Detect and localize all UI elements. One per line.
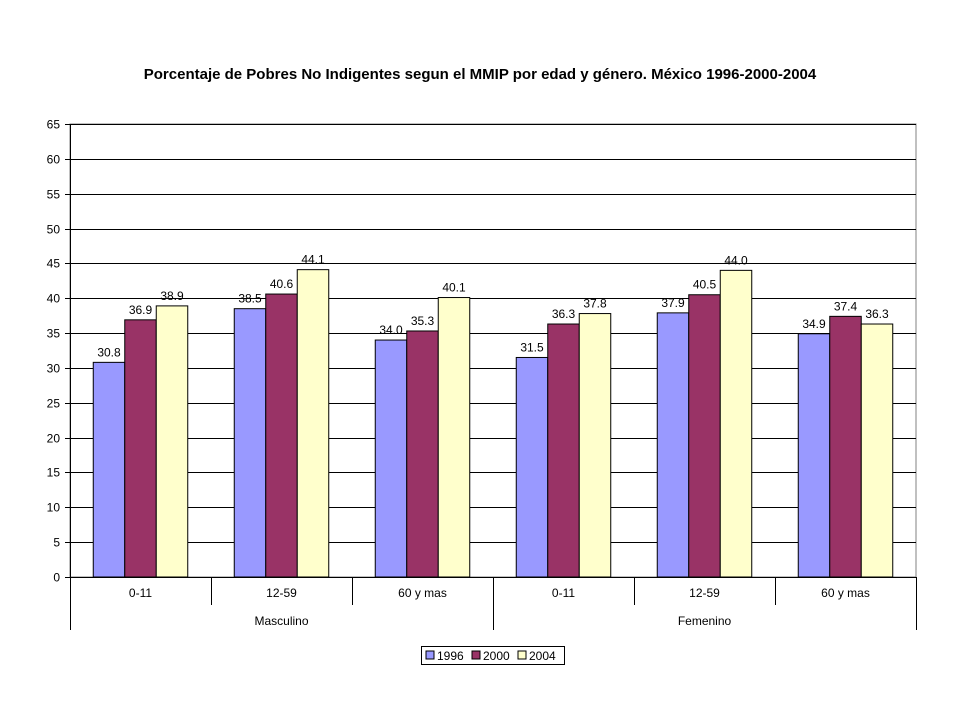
category-label: 0-11: [552, 586, 575, 600]
bar: [374, 339, 408, 578]
bar: [265, 293, 298, 578]
data-label: 44.0: [724, 253, 748, 267]
y-tick-label: 55: [47, 188, 61, 202]
y-tick-label: 65: [47, 118, 61, 132]
data-label: 35.3: [411, 314, 435, 328]
legend-swatch: [471, 650, 481, 660]
category-label: 60 y mas: [821, 586, 870, 600]
data-label: 38.9: [160, 289, 184, 303]
data-label: 37.8: [583, 297, 607, 311]
legend-box: [421, 646, 565, 665]
data-label: 36.3: [552, 307, 576, 321]
bar: [124, 319, 157, 578]
bar: [719, 269, 753, 578]
data-label: 31.5: [520, 340, 544, 354]
data-label: 40.5: [693, 278, 717, 292]
bar: [578, 313, 612, 578]
data-label: 37.4: [834, 299, 858, 313]
y-tick-label: 25: [47, 397, 61, 411]
bar: [829, 315, 862, 578]
y-tick-label: 20: [47, 432, 61, 446]
data-label: 37.9: [661, 296, 685, 310]
legend-label: 1996: [437, 649, 464, 663]
bar: [688, 294, 721, 578]
legend-label: 2004: [529, 649, 556, 663]
y-tick-label: 15: [47, 466, 61, 480]
category-label: 12-59: [266, 586, 297, 600]
data-label: 34.9: [802, 317, 826, 331]
y-tick-label: 0: [53, 571, 60, 585]
y-tick-label: 40: [47, 292, 61, 306]
data-label: 38.5: [238, 292, 262, 306]
bar: [547, 323, 580, 578]
y-tick-label: 10: [47, 501, 61, 515]
bar: [515, 356, 549, 578]
legend-swatch: [517, 650, 527, 660]
y-tick-label: 30: [47, 362, 61, 376]
legend-swatch: [425, 650, 435, 660]
data-label: 40.6: [270, 277, 294, 291]
bar: [296, 269, 330, 578]
plot-area-border: [69, 123, 917, 578]
bar: [406, 330, 439, 578]
y-tick-label: 60: [47, 153, 61, 167]
bar: [797, 333, 831, 578]
y-tick-label: 35: [47, 327, 61, 341]
category-label: 12-59: [689, 586, 720, 600]
data-label: 36.9: [129, 303, 153, 317]
bar: [155, 305, 189, 578]
data-label: 36.3: [865, 307, 889, 321]
category-label: 60 y mas: [398, 586, 447, 600]
data-label: 30.8: [97, 345, 121, 359]
bar: [233, 308, 267, 578]
group-label: Masculino: [254, 614, 308, 628]
legend-label: 2000: [483, 649, 510, 663]
chart-title: Porcentaje de Pobres No Indigentes segun…: [143, 66, 817, 83]
category-label: 0-11: [129, 586, 152, 600]
bar: [860, 323, 894, 578]
bar: [437, 297, 471, 578]
group-label: Femenino: [678, 614, 732, 628]
data-label: 44.1: [301, 253, 325, 267]
bar: [92, 361, 126, 578]
data-label: 34.0: [379, 323, 403, 337]
bar: [656, 312, 690, 578]
y-tick-label: 50: [47, 223, 61, 237]
y-tick-label: 5: [53, 536, 60, 550]
y-tick-label: 45: [47, 257, 61, 271]
data-label: 40.1: [442, 281, 466, 295]
